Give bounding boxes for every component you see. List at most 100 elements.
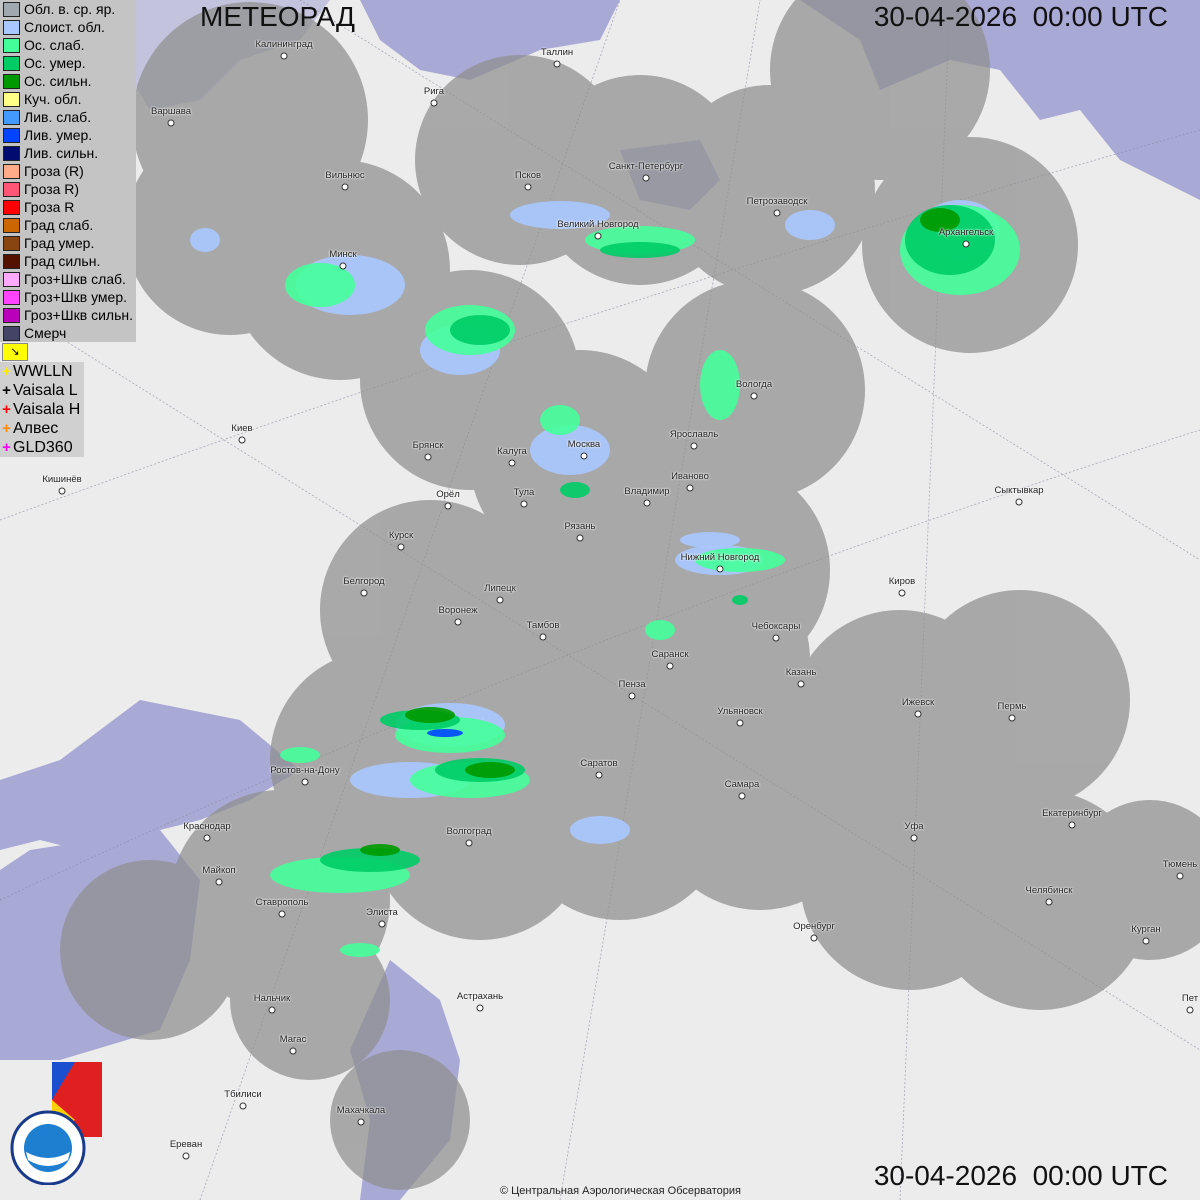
precipitation-echo [320,848,420,872]
precipitation-echo [280,747,320,763]
legend-item: Лив. слаб. [0,108,133,126]
city-marker [397,543,405,551]
city-marker [182,1152,190,1160]
lightning-legend-item: + GLD360 [0,438,80,457]
city-label: Махачкала [336,1105,386,1116]
city-label: Самара [724,779,760,790]
precipitation-echo [285,263,355,307]
city-label: Калининград [255,39,313,50]
city-marker [167,119,175,127]
precipitation-echo [190,228,220,252]
radar-coverage-circle [60,860,240,1040]
legend-label: Обл. в. ср. яр. [24,1,116,17]
legend-swatch [3,289,20,305]
precipitation-echo [510,201,610,229]
legend-swatch [3,109,20,125]
city-label: Волгоград [446,826,492,837]
city-label: Владимир [624,486,670,497]
city-label: Астрахань [456,991,504,1002]
legend-label: Гроза (R) [24,163,84,179]
lightning-cross-icon: + [2,420,11,437]
city-marker [773,209,781,217]
legend-item: Куч. обл. [0,90,133,108]
precipitation-echo [785,210,835,240]
city-marker [686,484,694,492]
lightning-legend-item: + Vaisala H [0,400,80,419]
legend-swatch [3,235,20,251]
precipitation-echo [405,707,455,723]
precipitation-echo [680,532,740,548]
legend-swatch [3,217,20,233]
city-marker [1186,1006,1194,1014]
city-label: Санкт-Петербург [608,161,684,172]
roshydromet-logo [10,1062,102,1185]
city-label: Сыктывкар [994,485,1044,496]
city-marker [289,1047,297,1055]
city-marker [360,589,368,597]
city-marker [1068,821,1076,829]
city-marker [341,183,349,191]
city-marker [203,834,211,842]
city-label: Казань [785,667,817,678]
city-marker [594,232,602,240]
lightning-legend-item: + Vaisala L [0,381,80,400]
city-marker [914,710,922,718]
city-marker [772,634,780,642]
legend-label: Ос. сильн. [24,73,92,89]
legend-item: Лив. сильн. [0,144,133,162]
lightning-cross-icon: + [2,401,11,418]
city-label: Кишинёв [42,474,82,485]
city-label: Ростов-на-Дону [270,765,340,776]
city-marker [1008,714,1016,722]
city-marker [898,589,906,597]
city-marker [628,692,636,700]
city-marker [666,662,674,670]
legend-item: Обл. в. ср. яр. [0,0,133,18]
precipitation-echo [700,350,740,420]
lightning-label: GLD360 [13,438,73,456]
legend-item: Гроза R) [0,180,133,198]
city-marker [1142,937,1150,945]
city-marker [239,1102,247,1110]
city-label: Псков [514,170,542,181]
city-marker [1015,498,1023,506]
lightning-legend: + WWLLN + Vaisala L + Vaisala H + Алвес + GLD360 [0,362,85,457]
city-label: Нальчик [253,993,291,1004]
city-marker [424,453,432,461]
city-marker [339,262,347,270]
city-label: Курск [388,530,414,541]
flag-toggle-button[interactable]: ↘ [2,343,28,361]
city-label: Минск [329,249,357,260]
city-marker [690,442,698,450]
city-label: Тбилиси [224,1089,262,1100]
radar-coverage-circle [330,1050,470,1190]
legend-item: Ос. сильн. [0,72,133,90]
map-title: МЕТЕОРАД [200,1,355,32]
legend-swatch [3,181,20,197]
legend-item: Гроз+Шкв умер. [0,288,133,306]
legend-label: Ос. слаб. [24,37,85,53]
legend-swatch [3,127,20,143]
legend-swatch [3,1,20,17]
city-label: Великий Новгород [557,219,639,230]
legend-swatch [3,73,20,89]
lightning-cross-icon: + [2,439,11,456]
city-label: Ереван [169,1139,203,1150]
precipitation-echo [540,405,580,435]
legend-item: Ос. слаб. [0,36,133,54]
legend-item: Слоист. обл. [0,18,133,36]
city-marker [1176,872,1184,880]
city-label: Элиста [366,907,398,918]
city-marker [910,834,918,842]
legend-item: Гроза (R) [0,162,133,180]
radar-coverage-circle [645,280,865,500]
precipitation-echoes [190,200,1020,957]
precipitation-echo [427,729,463,737]
lightning-label: WWLLN [13,362,73,380]
legend-label: Гроза R [24,199,75,215]
city-marker [576,534,584,542]
city-label: Калуга [497,446,527,457]
legend-label: Лив. умер. [24,127,93,143]
city-marker [430,99,438,107]
